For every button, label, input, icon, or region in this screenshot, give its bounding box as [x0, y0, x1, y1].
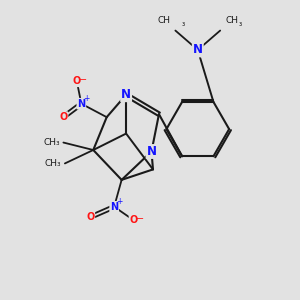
Text: −: − [136, 214, 144, 224]
Text: N: N [110, 202, 118, 212]
Text: CH: CH [226, 16, 238, 25]
Text: O: O [73, 76, 81, 86]
Text: −: − [79, 75, 88, 85]
Text: CH₃: CH₃ [45, 159, 61, 168]
Text: CH₃: CH₃ [43, 138, 60, 147]
Text: N: N [77, 99, 86, 109]
Text: CH: CH [157, 16, 170, 25]
Text: +: + [83, 94, 89, 103]
Text: N: N [121, 88, 131, 101]
Text: N: N [193, 44, 203, 56]
Text: ₃: ₃ [182, 19, 185, 28]
Text: O: O [130, 215, 138, 225]
Text: +: + [116, 197, 122, 206]
Text: O: O [59, 112, 68, 122]
Text: ₃: ₃ [239, 19, 242, 28]
Text: N: N [146, 145, 157, 158]
Text: O: O [86, 212, 94, 222]
